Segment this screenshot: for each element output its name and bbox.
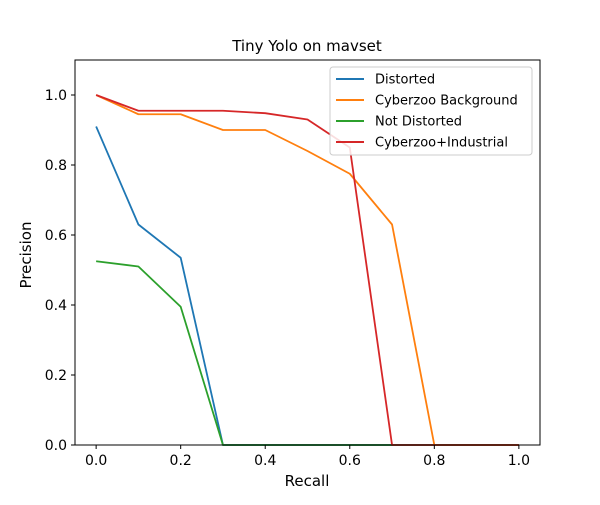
y-tick-label: 1.0 — [45, 88, 67, 104]
legend-box — [329, 66, 533, 156]
legend-label-1: Distorted — [375, 73, 435, 88]
x-axis-label: Recall — [285, 472, 330, 490]
y-tick-label: 0.2 — [45, 368, 67, 384]
x-tick-label: 1.0 — [508, 453, 530, 469]
axes-frame — [74, 59, 541, 446]
x-tick-label: 0.4 — [254, 453, 276, 469]
y-tick-label: 0.6 — [45, 228, 67, 244]
y-axis-label: Precision — [17, 222, 35, 289]
x-tick-label: 0.2 — [170, 453, 192, 469]
plot-area: 0.0 0.2 0.4 0.6 0.8 1.0 0.0 0.2 0.4 0.6 0.8 1.0 — [45, 59, 541, 469]
chart-title: Tiny Yolo on mavset — [231, 37, 382, 55]
legend-label-2: Cyberzoo Background — [375, 94, 518, 109]
y-tick-label: 0.8 — [45, 158, 67, 174]
x-tick-label: 0.8 — [423, 453, 445, 469]
x-tick-label: 0.6 — [339, 453, 361, 469]
legend: Distorted Cyberzoo Background Not Distorte… — [329, 66, 533, 156]
y-tick-label: 0.4 — [45, 298, 67, 314]
legend-label-4: Cyberzoo+Industrial — [375, 136, 508, 151]
legend-label-3: Not Distorted — [375, 115, 462, 130]
x-tick-label: 0.0 — [85, 453, 107, 469]
y-tick-label: 0.0 — [45, 438, 67, 454]
